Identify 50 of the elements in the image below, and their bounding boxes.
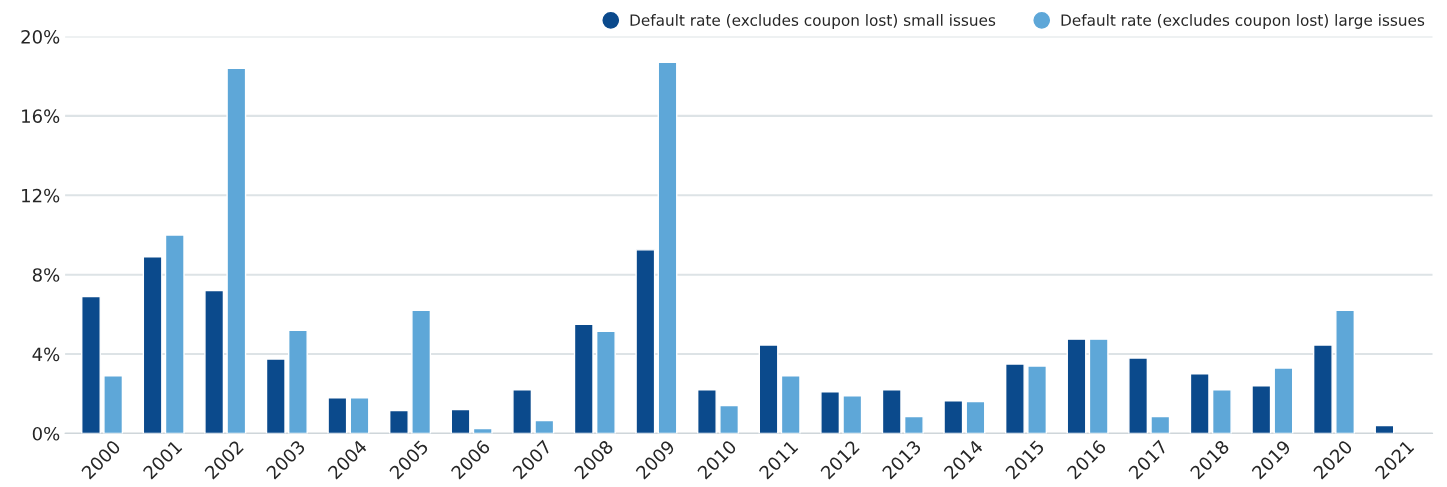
bar	[349, 397, 370, 434]
bar	[1004, 363, 1025, 434]
bar	[204, 289, 225, 434]
bar	[288, 329, 308, 434]
bar	[472, 427, 493, 434]
bar	[450, 408, 471, 434]
bar	[1150, 415, 1171, 434]
bar	[780, 375, 801, 434]
bar	[943, 399, 964, 434]
y-tick-label: 16%	[22, 109, 60, 124]
bar	[1027, 365, 1048, 434]
y-tick-label: 12%	[22, 188, 60, 203]
bar	[1066, 338, 1087, 434]
bar	[1273, 367, 1294, 434]
legend-label: Default rate (excludes coupon lost) small issues	[630, 14, 996, 29]
bar	[697, 389, 717, 434]
bar	[595, 330, 616, 434]
bar	[842, 395, 863, 434]
bar	[657, 61, 678, 434]
bar	[1335, 309, 1355, 434]
bar	[1312, 344, 1333, 434]
bar	[965, 400, 986, 434]
bar	[226, 67, 247, 434]
bar	[265, 358, 286, 434]
bar	[142, 256, 163, 434]
bar	[758, 344, 779, 434]
bar	[1189, 373, 1210, 434]
bar	[512, 389, 533, 434]
y-tick-label: 20%	[21, 29, 60, 44]
bar	[881, 389, 902, 434]
bar	[820, 391, 841, 434]
bar	[389, 409, 409, 434]
y-tick-label: 0%	[32, 426, 60, 441]
bar	[573, 323, 594, 434]
legend-label: Default rate (excludes coupon lost) large issues	[1061, 14, 1425, 29]
y-tick-label: 4%	[32, 347, 60, 362]
bar	[327, 397, 348, 434]
bar	[635, 249, 656, 434]
bar	[103, 375, 124, 434]
bar	[1088, 338, 1109, 434]
y-tick-label: 8%	[32, 268, 60, 282]
bar	[1251, 385, 1272, 434]
bar	[903, 415, 924, 434]
bar	[1128, 357, 1149, 434]
bar	[1211, 389, 1232, 434]
bar	[164, 234, 185, 434]
bar	[534, 419, 555, 434]
bar	[411, 309, 432, 434]
bar	[719, 404, 740, 434]
bar	[81, 295, 101, 434]
